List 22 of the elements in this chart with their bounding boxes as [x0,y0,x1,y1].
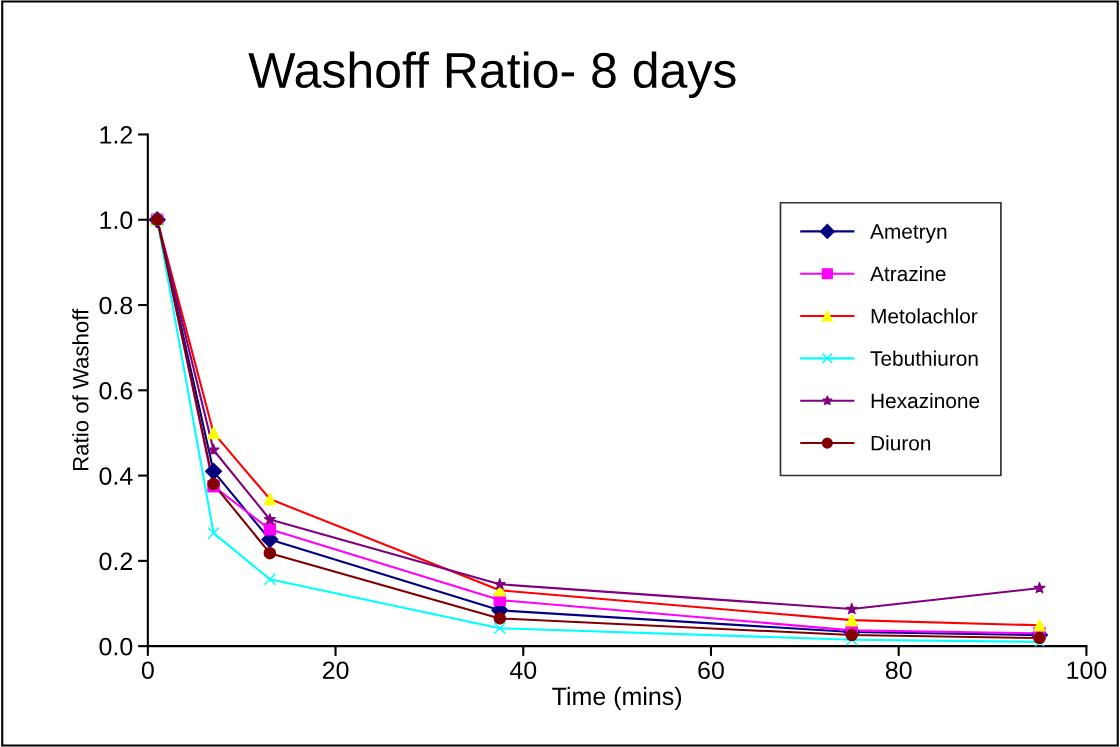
x-tick-label: 20 [322,661,349,680]
legend-label: Diuron [871,435,931,451]
y-tick-label: 0.0 [99,637,133,656]
x-tick-label: 40 [509,661,537,680]
x-axis-title: Time (mins) [552,686,682,711]
x-tick-label: 80 [885,661,912,680]
x-tick-label: 0 [141,661,154,680]
legend-label: Atrazine [870,265,946,282]
y-tick-label: 1.0 [100,211,133,230]
y-tick-label: 0.4 [99,467,133,485]
y-tick-label: 0.6 [99,381,133,400]
legend-label: Ametryn [870,224,947,244]
y-tick-label: 0.2 [99,552,132,571]
y-axis-title: Ratio of Washoff [72,308,89,470]
legend-label: Hexazinone [871,392,980,409]
x-tick-label: 100 [1067,661,1107,680]
legend-label: Tebuthiuron [870,350,978,366]
y-tick-label: 0.8 [99,296,133,315]
y-tick-label: 1.2 [100,126,132,144]
x-tick-label: 60 [698,661,724,680]
chart-title: Washoff Ratio- 8 days [248,51,736,98]
legend-label: Metolachlor [871,308,978,324]
